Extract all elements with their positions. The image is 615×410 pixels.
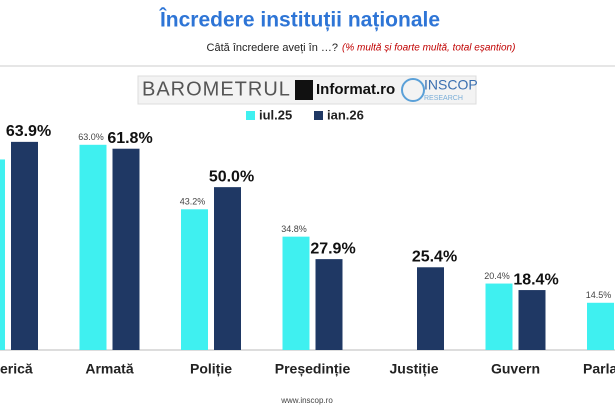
legend-swatch [314,111,323,120]
bar [518,290,546,350]
chart-subtitle: Câtă încredere aveți în …? [207,42,338,54]
footer: www.inscop.ro [280,396,333,405]
branding: Informat.ro [316,81,395,98]
bar [79,144,107,350]
legend-label: iul.25 [259,107,292,122]
logo-icon [295,80,313,100]
legend-label: ian.26 [327,107,364,122]
value-label: 27.9% [310,240,355,257]
x-tick-label: Poliție [190,361,232,377]
logo-icon [401,78,425,102]
bar [315,259,343,350]
bar [417,267,444,350]
value-label: 34.8% [281,224,307,234]
branding: BAROMETRUL [142,78,291,100]
bar [112,148,140,350]
bar [181,209,208,350]
value-label: 50.0% [209,168,254,185]
value-label: 14.5% [586,290,612,300]
value-label: 63.0% [78,132,104,142]
value-label: 18.4% [513,271,558,288]
x-tick-label: Guvern [491,361,540,377]
x-tick-label: Parla [583,361,615,377]
value-label: 25.4% [412,248,457,265]
branding: INSCOP [424,77,478,93]
bar [587,302,614,350]
subtitle-note: (% multă și foarte multă, total eșantion… [342,43,515,54]
value-label: 61.8% [107,130,152,147]
x-tick-label: Președinție [275,361,351,377]
bar [214,187,241,350]
branding: RESEARCH [424,95,463,102]
x-tick-label: Armată [85,361,133,377]
value-label: 43.2% [180,197,206,207]
legend-swatch [246,111,255,120]
bar [485,283,513,350]
bar [11,141,38,350]
bar [0,159,5,350]
x-tick-label: erică [0,361,33,377]
x-tick-label: Justiție [389,361,438,377]
value-label: 63.9% [6,123,51,140]
bar [282,236,310,350]
chart-title: Încredere instituții naționale [159,8,440,32]
value-label: 20.4% [484,271,510,281]
